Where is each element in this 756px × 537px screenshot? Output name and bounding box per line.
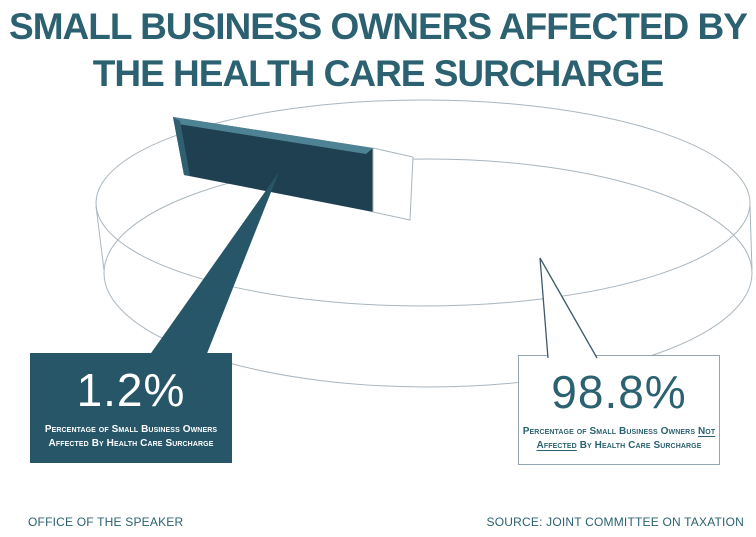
- affected-caption-line-1: Percentage of Small Business Owners: [44, 424, 218, 435]
- chart-title: SMALL BUSINESS OWNERS AFFECTED BY THE HE…: [0, 3, 756, 97]
- slice-affected-left-bevel: [173, 117, 190, 176]
- not-affected-value: 98.8%: [551, 366, 687, 418]
- affected-caption-line-2: Affected By Health Care Surcharge: [48, 438, 214, 449]
- footer-right: SOURCE: JOINT COMMITTEE ON TAXATION: [486, 515, 744, 529]
- affected-caption: Percentage of Small Business Owners Affe…: [45, 423, 217, 451]
- slice-affected-face: [173, 117, 373, 212]
- not-affected-caption: Percentage of Small Business Owners Not …: [523, 425, 715, 453]
- callout-not-affected: 98.8% Percentage of Small Business Owner…: [518, 355, 720, 465]
- chart-title-line-1: SMALL BUSINESS OWNERS AFFECTED BY: [9, 6, 748, 47]
- pie-bottom-rim: [103, 158, 753, 388]
- pie-left-edge: [95, 205, 105, 271]
- slice-affected-top-bevel: [173, 117, 373, 154]
- affected-value: 1.2%: [76, 364, 186, 416]
- not-affected-caption-line-2: Affected By Health Care Surcharge: [536, 440, 702, 451]
- pie-top-rim: [95, 99, 751, 307]
- not-affected-caption-line-1: Percentage of Small Business Owners Not: [522, 426, 716, 437]
- pie-right-edge: [749, 205, 753, 271]
- chart-title-line-2: THE HEALTH CARE SURCHARGE: [92, 53, 664, 94]
- footer-left: OFFICE OF THE SPEAKER: [28, 515, 184, 529]
- callout-affected: 1.2% Percentage of Small Business Owners…: [30, 353, 232, 463]
- pie-gap-sliver: [372, 147, 414, 221]
- footer: OFFICE OF THE SPEAKER SOURCE: JOINT COMM…: [28, 515, 744, 529]
